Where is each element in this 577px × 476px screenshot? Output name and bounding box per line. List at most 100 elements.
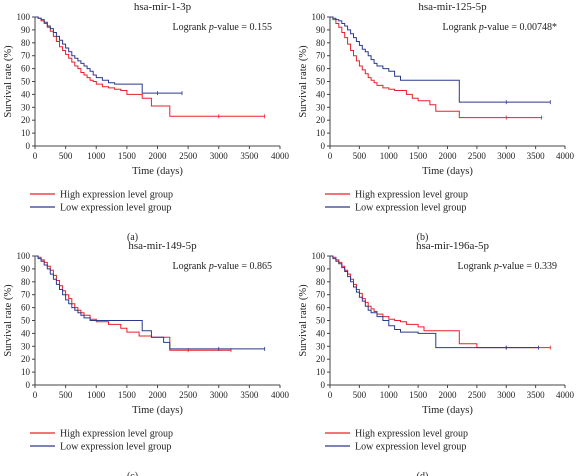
x-tick-label: 4000: [556, 390, 575, 400]
x-tick-label: 2500: [468, 151, 487, 161]
x-tick-label: 3500: [527, 390, 546, 400]
x-tick-label: 3000: [210, 151, 229, 161]
panel-label: (c): [127, 471, 138, 476]
series-line-low: [330, 16, 551, 103]
y-tick-label: 30: [316, 102, 326, 112]
series-line-high: [330, 16, 542, 119]
y-tick-label: 0: [26, 141, 31, 151]
annotation-suffix: -value = 0.865: [214, 261, 272, 272]
x-tick-label: 2000: [439, 151, 458, 161]
y-axis-label: Survival rate (%): [298, 45, 309, 118]
annotation-suffix: -value = 0.00748*: [484, 22, 557, 33]
y-axis-label: Survival rate (%): [3, 284, 14, 357]
y-tick-label: 60: [316, 64, 326, 74]
x-tick-label: 500: [353, 390, 367, 400]
y-tick-label: 70: [316, 290, 326, 300]
series-line-high: [35, 16, 265, 117]
x-tick-label: 0: [33, 151, 38, 161]
y-tick-label: 0: [321, 380, 326, 390]
y-tick-label: 90: [316, 25, 326, 35]
legend-label: High expression level group: [355, 190, 468, 201]
series-line-low: [330, 255, 539, 349]
y-tick-label: 10: [21, 128, 31, 138]
logrank-annotation: Logrank p-value = 0.155: [172, 22, 272, 33]
annotation-prefix: Logrank: [442, 22, 478, 33]
x-tick-label: 3500: [240, 390, 259, 400]
y-axis-label: Survival rate (%): [3, 45, 14, 118]
x-tick-label: 3000: [497, 390, 516, 400]
y-tick-label: 90: [21, 264, 31, 274]
y-tick-label: 60: [21, 303, 31, 313]
x-tick-label: 3500: [240, 151, 259, 161]
y-tick-label: 10: [21, 367, 31, 377]
x-tick-label: 2500: [179, 390, 198, 400]
annotation-prefix: Logrank: [457, 261, 493, 272]
logrank-annotation: Logrank p-value = 0.865: [172, 261, 272, 272]
y-tick-label: 70: [316, 51, 326, 61]
y-tick-label: 80: [316, 277, 326, 287]
y-tick-label: 90: [21, 25, 31, 35]
y-tick-label: 80: [21, 277, 31, 287]
y-axis-label: Survival rate (%): [298, 284, 309, 357]
x-tick-label: 0: [328, 390, 333, 400]
x-tick-label: 3000: [497, 151, 516, 161]
panel-label: (d): [417, 471, 429, 476]
x-axis-label: Time (days): [132, 166, 183, 177]
annotation-italic: p: [208, 261, 214, 272]
legend-label: High expression level group: [60, 190, 173, 201]
logrank-annotation: Logrank p-value = 0.339: [457, 261, 557, 272]
y-tick-label: 60: [21, 64, 31, 74]
logrank-annotation: Logrank p-value = 0.00748*: [442, 22, 557, 33]
y-tick-label: 20: [316, 354, 326, 364]
y-tick-label: 40: [21, 89, 31, 99]
x-tick-label: 1500: [409, 390, 428, 400]
chart-title: hsa-mir-125-5p: [418, 1, 487, 13]
legend-label: Low expression level group: [355, 442, 466, 453]
chart-title: hsa-mir-196a-5p: [416, 240, 490, 252]
x-tick-label: 2500: [468, 390, 487, 400]
y-tick-label: 20: [21, 354, 31, 364]
y-tick-label: 40: [21, 328, 31, 338]
x-tick-label: 1000: [380, 390, 399, 400]
annotation-prefix: Logrank: [172, 22, 208, 33]
x-tick-label: 0: [33, 390, 38, 400]
y-tick-label: 80: [316, 38, 326, 48]
y-tick-label: 100: [17, 12, 31, 22]
panel-label: (b): [417, 232, 429, 243]
x-tick-label: 4000: [556, 151, 575, 161]
y-tick-label: 30: [21, 341, 31, 351]
x-tick-label: 500: [59, 390, 73, 400]
y-tick-label: 20: [21, 115, 31, 125]
annotation-italic: p: [493, 261, 499, 272]
annotation-prefix: Logrank: [172, 261, 208, 272]
annotation-italic: p: [208, 22, 214, 33]
x-tick-label: 1500: [409, 151, 428, 161]
x-tick-label: 3500: [527, 151, 546, 161]
y-tick-label: 100: [17, 251, 31, 261]
chart-title: hsa-mir-1-3p: [134, 1, 192, 13]
x-axis-label: Time (days): [422, 405, 473, 416]
legend-label: Low expression level group: [60, 442, 171, 453]
legend-label: Low expression level group: [355, 203, 466, 214]
y-tick-label: 100: [312, 251, 326, 261]
y-tick-label: 80: [21, 38, 31, 48]
y-tick-label: 10: [316, 128, 326, 138]
x-tick-label: 3000: [210, 390, 229, 400]
legend-label: Low expression level group: [60, 203, 171, 214]
x-tick-label: 2000: [439, 390, 458, 400]
series-line-low: [35, 16, 182, 94]
y-tick-label: 70: [21, 290, 31, 300]
x-tick-label: 500: [59, 151, 73, 161]
y-tick-label: 90: [316, 264, 326, 274]
y-tick-label: 10: [316, 367, 326, 377]
legend-label: High expression level group: [355, 429, 468, 440]
x-axis-label: Time (days): [422, 166, 473, 177]
y-tick-label: 100: [312, 12, 326, 22]
x-tick-label: 1500: [118, 151, 137, 161]
y-tick-label: 70: [21, 51, 31, 61]
y-tick-label: 40: [316, 89, 326, 99]
annotation-italic: p: [478, 22, 484, 33]
